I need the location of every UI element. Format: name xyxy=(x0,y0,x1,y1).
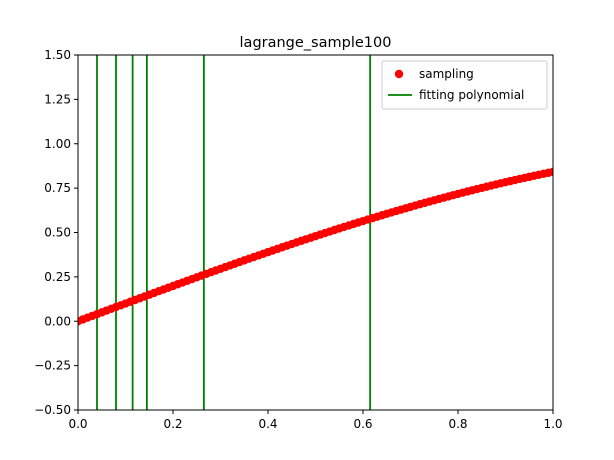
y-tick-label: 0.00 xyxy=(44,314,71,328)
y-tick-label: 0.75 xyxy=(44,181,71,195)
legend-label-fitting-polynomial: fitting polynomial xyxy=(419,88,524,102)
x-tick-label: 0.0 xyxy=(68,417,87,431)
y-axis: −0.50 −0.25 0.00 0.25 0.50 0.75 1.00 1.25 1.50 xyxy=(34,48,78,417)
y-tick-label: 1.00 xyxy=(44,137,71,151)
y-tick-label: −0.25 xyxy=(34,359,71,373)
legend: sampling fitting polynomial xyxy=(381,60,548,110)
y-tick-label: −0.50 xyxy=(34,403,71,417)
series-layer xyxy=(78,55,553,410)
x-tick-label: 0.8 xyxy=(448,417,467,431)
plot-area xyxy=(77,54,554,411)
x-tick-label: 0.6 xyxy=(353,417,372,431)
y-tick-label: 0.25 xyxy=(44,270,71,284)
legend-label-sampling: sampling xyxy=(419,67,474,81)
chart-title: lagrange_sample100 xyxy=(240,35,392,51)
x-tick-label: 0.4 xyxy=(258,417,277,431)
y-tick-label: 0.50 xyxy=(44,226,71,240)
x-tick-label: 0.2 xyxy=(163,417,182,431)
y-tick-label: 1.50 xyxy=(44,48,71,62)
legend-marker-sampling xyxy=(394,69,404,79)
legend-box xyxy=(381,60,548,110)
x-axis: 0.0 0.2 0.4 0.6 0.8 1.0 xyxy=(68,410,563,431)
y-tick-label: 1.25 xyxy=(44,92,71,106)
sampling-point xyxy=(548,167,553,177)
x-tick-label: 1.0 xyxy=(543,417,562,431)
